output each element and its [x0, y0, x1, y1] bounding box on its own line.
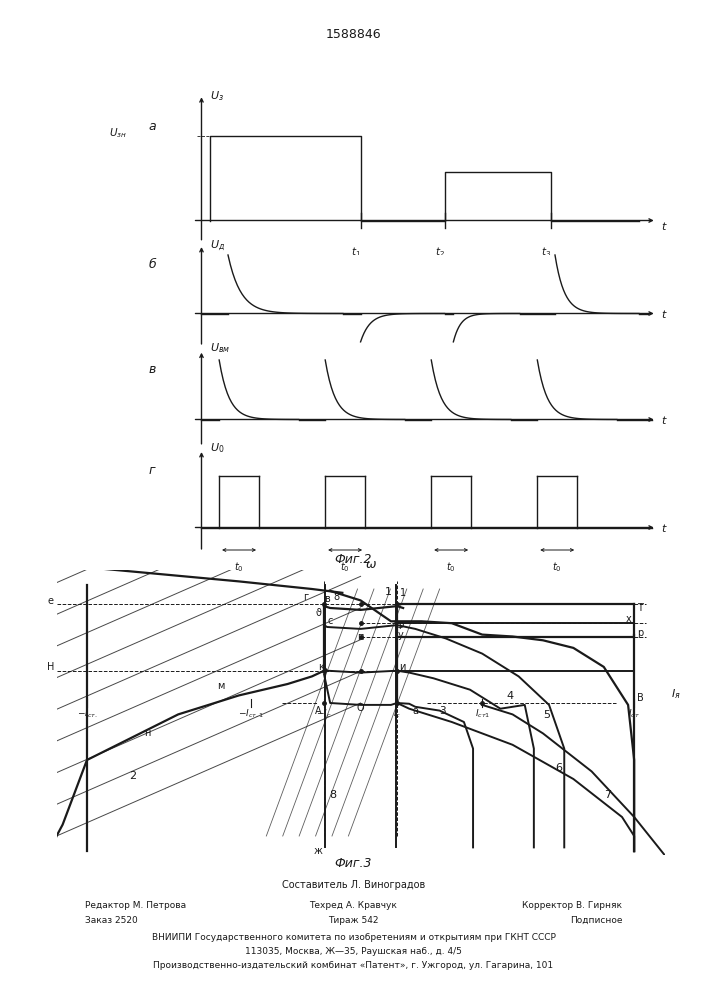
Text: $U_з$: $U_з$ [211, 90, 224, 103]
Text: 5: 5 [543, 710, 550, 720]
Text: $I_{ст1}$: $I_{ст1}$ [474, 707, 490, 720]
Text: п: п [357, 632, 364, 642]
Text: $t_1$: $t_1$ [351, 246, 361, 259]
Text: $t_0$: $t_0$ [340, 560, 350, 574]
Text: $t_0$: $t_0$ [234, 560, 244, 574]
Text: $U_{вм}$: $U_{вм}$ [211, 342, 230, 355]
Text: 3: 3 [440, 706, 446, 716]
Text: Т: Т [637, 603, 643, 613]
Text: Фиг.2: Фиг.2 [334, 553, 373, 566]
Text: 2: 2 [129, 771, 136, 781]
Text: $I_я$: $I_я$ [671, 687, 680, 701]
Text: $-I_{ст.1}$: $-I_{ст.1}$ [238, 707, 264, 720]
Text: Производственно-издательский комбинат «Патент», г. Ужгород, ул. Гагарина, 101: Производственно-издательский комбинат «П… [153, 961, 554, 970]
Text: 6: 6 [555, 763, 562, 773]
Text: в: в [148, 363, 156, 376]
Text: $t_0$: $t_0$ [446, 560, 456, 574]
Text: $\omega$: $\omega$ [366, 558, 378, 571]
Text: б: б [148, 258, 156, 271]
Text: А: А [315, 706, 321, 716]
Text: х: х [625, 614, 631, 624]
Text: Подписное: Подписное [570, 916, 622, 925]
Text: 113035, Москва, Ж—35, Раушская наб., д. 4/5: 113035, Москва, Ж—35, Раушская наб., д. … [245, 947, 462, 956]
Text: O: O [357, 703, 364, 713]
Text: ж: ж [314, 846, 322, 856]
Text: 1: 1 [400, 588, 407, 598]
Text: 4: 4 [506, 691, 513, 701]
Text: 8: 8 [333, 592, 339, 602]
Text: $I_{ст}$: $I_{ст}$ [629, 707, 640, 720]
Text: $U_0$: $U_0$ [211, 441, 225, 455]
Text: в: в [325, 593, 330, 603]
Text: $t_2$: $t_2$ [435, 246, 445, 259]
Text: 7: 7 [604, 790, 611, 800]
Text: 8: 8 [329, 790, 336, 800]
Text: а: а [148, 119, 156, 132]
Text: ВНИИПИ Государственного комитета по изобретениям и открытиям при ГКНТ СССР: ВНИИПИ Государственного комитета по изоб… [151, 933, 556, 942]
Text: $t_0$: $t_0$ [552, 560, 562, 574]
Text: $U_д$: $U_д$ [211, 238, 226, 253]
Text: t: t [661, 222, 665, 232]
Text: Заказ 2520: Заказ 2520 [85, 916, 138, 925]
Text: н: н [144, 728, 151, 738]
Text: 1: 1 [385, 587, 392, 597]
Text: Ф: Ф [396, 621, 404, 631]
Text: м: м [217, 681, 224, 691]
Text: ϑ: ϑ [315, 608, 321, 618]
Text: t: t [661, 416, 665, 426]
Text: $t_3$: $t_3$ [541, 246, 551, 259]
Text: t: t [661, 310, 665, 320]
Text: Составитель Л. Виноградов: Составитель Л. Виноградов [282, 880, 425, 890]
Text: Н: Н [47, 662, 54, 672]
Text: р: р [637, 628, 643, 638]
Text: у: у [397, 630, 403, 640]
Text: и: и [399, 662, 405, 672]
Text: Фиг.3: Фиг.3 [334, 857, 373, 870]
Text: Редактор М. Петрова: Редактор М. Петрова [85, 901, 186, 910]
Text: г: г [303, 592, 308, 602]
Text: к: к [318, 662, 324, 672]
Text: Техред А. Кравчук: Техред А. Кравчук [310, 901, 397, 910]
Text: $I_c$: $I_c$ [393, 707, 401, 720]
Text: е: е [47, 596, 54, 606]
Text: г: г [148, 464, 155, 477]
Text: t: t [661, 524, 665, 534]
Text: В: В [637, 693, 643, 703]
Text: c: c [327, 616, 333, 626]
Text: Тираж 542: Тираж 542 [328, 916, 379, 925]
Text: $-I_c$: $-I_c$ [316, 707, 332, 720]
Text: а: а [412, 706, 419, 716]
Text: 1588846: 1588846 [326, 28, 381, 41]
Text: $U_{зн}$: $U_{зн}$ [109, 126, 127, 140]
Text: $-I_{ст.}$: $-I_{ст.}$ [76, 707, 98, 720]
Text: Корректор В. Гирняк: Корректор В. Гирняк [522, 901, 622, 910]
